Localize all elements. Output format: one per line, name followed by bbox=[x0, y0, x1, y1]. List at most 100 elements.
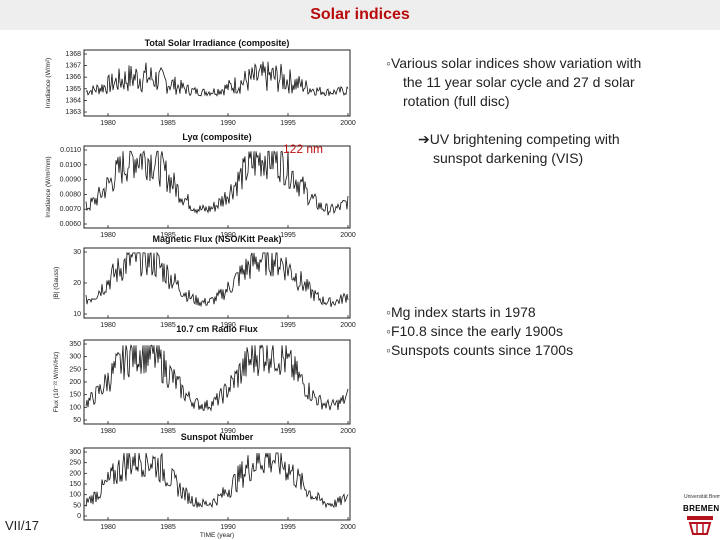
x-tick-label: 1985 bbox=[160, 232, 176, 239]
y-tick-label: 30 bbox=[73, 249, 81, 256]
logo-top-text: Universität Bremen bbox=[684, 494, 720, 500]
x-tick-label: 1980 bbox=[100, 428, 116, 435]
y-tick-label: 150 bbox=[69, 481, 81, 488]
slide-title: Solar indices bbox=[310, 6, 410, 23]
y-tick-label: 250 bbox=[69, 460, 81, 467]
x-tick-label: 1995 bbox=[280, 428, 296, 435]
panel-frame bbox=[83, 145, 351, 229]
index-series-line bbox=[85, 61, 349, 97]
solar-indices-figure: Total Solar Irradiance (composite) 1368 13… bbox=[44, 34, 360, 540]
panel-2: Lyα (composite) 0.0110 0.0100 0.0090 0.0080 0… bbox=[45, 132, 356, 239]
panel-title: Magnetic Flux (NSO/Kitt Peak) bbox=[152, 234, 281, 244]
x-tick-label: 1990 bbox=[220, 524, 236, 531]
time-axis-label: TIME (year) bbox=[200, 532, 234, 539]
bullet-icon: ◦ bbox=[386, 304, 391, 320]
bullet-f107: ◦F10.8 since the early 1900s bbox=[386, 323, 563, 339]
y-tick-label: 1364 bbox=[65, 97, 81, 104]
bullet-icon: ◦ bbox=[386, 342, 391, 358]
y-tick-label: 0.0100 bbox=[60, 162, 82, 169]
x-tick-label: 2000 bbox=[340, 322, 356, 329]
y-tick-label: 100 bbox=[69, 404, 81, 411]
x-tick-label: 1990 bbox=[220, 322, 236, 329]
x-tick-label: 1980 bbox=[100, 232, 116, 239]
y-axis-label: Irradiance (W/m²/nm) bbox=[45, 156, 52, 217]
y-tick-label: 100 bbox=[69, 492, 81, 499]
panel-1: Total Solar Irradiance (composite) 1368 13… bbox=[45, 38, 356, 127]
y-tick-label: 0.0110 bbox=[60, 147, 81, 154]
logo-name: BREMEN bbox=[683, 504, 720, 513]
y-tick-label: 1368 bbox=[65, 51, 81, 58]
panel-frame bbox=[83, 447, 351, 521]
x-tick-label: 1990 bbox=[220, 120, 236, 127]
annotation-122nm: 122 nm bbox=[283, 142, 324, 156]
x-tick-label: 1985 bbox=[160, 120, 176, 127]
bullet-sunspots: ◦Sunspots counts since 1700s bbox=[386, 342, 574, 358]
y-tick-label: 350 bbox=[69, 341, 81, 348]
y-axis-label: Irradiance (W/m²) bbox=[45, 58, 52, 109]
y-tick-label: 0.0060 bbox=[60, 221, 82, 228]
x-tick-label: 2000 bbox=[340, 120, 356, 127]
x-tick-label: 2000 bbox=[340, 524, 356, 531]
panel-title: Sunspot Number bbox=[181, 432, 254, 442]
y-tick-label: 10 bbox=[73, 311, 81, 318]
x-tick-label: 1985 bbox=[160, 524, 176, 531]
panel-title: Total Solar Irradiance (composite) bbox=[145, 38, 290, 48]
bullet-various-indices-line3: rotation (full disc) bbox=[403, 93, 510, 109]
university-bremen-logo: Universität Bremen BREMEN bbox=[681, 494, 720, 538]
y-tick-label: 0 bbox=[77, 513, 81, 520]
y-axis-label: |B| (Gauss) bbox=[53, 267, 60, 300]
x-tick-label: 1995 bbox=[280, 524, 296, 531]
x-tick-label: 1980 bbox=[100, 120, 116, 127]
index-series-line bbox=[85, 343, 349, 412]
bullet-various-indices: ◦Various solar indices show variation wi… bbox=[386, 55, 642, 71]
index-series-line bbox=[85, 251, 349, 308]
arrow-icon: ➔ bbox=[418, 131, 430, 147]
panel-frame bbox=[83, 49, 351, 117]
y-tick-label: 300 bbox=[69, 449, 81, 456]
panel-title: 10.7 cm Radio Flux bbox=[176, 324, 258, 334]
y-tick-label: 300 bbox=[69, 354, 81, 361]
bullet-icon: ◦ bbox=[386, 323, 391, 339]
y-tick-label: 1367 bbox=[65, 63, 81, 70]
panel-title: Lyα (composite) bbox=[182, 132, 251, 142]
y-tick-label: 250 bbox=[69, 366, 81, 373]
y-tick-label: 1363 bbox=[65, 109, 81, 116]
y-tick-label: 0.0080 bbox=[60, 191, 82, 198]
index-series-line bbox=[85, 150, 349, 216]
y-tick-label: 20 bbox=[73, 280, 81, 287]
x-tick-label: 1995 bbox=[280, 232, 296, 239]
x-tick-label: 1990 bbox=[220, 428, 236, 435]
y-tick-label: 50 bbox=[73, 502, 81, 509]
x-tick-label: 1995 bbox=[280, 322, 296, 329]
panel-5: Sunspot Number 300 250 200 150 100 50 0 1980 1985… bbox=[69, 432, 356, 531]
y-tick-label: 150 bbox=[69, 392, 81, 399]
x-tick-label: 1980 bbox=[100, 322, 116, 329]
bullet-mg-index: ◦Mg index starts in 1978 bbox=[386, 304, 536, 320]
x-tick-label: 1995 bbox=[280, 120, 296, 127]
y-tick-label: 200 bbox=[69, 470, 81, 477]
index-series-line bbox=[85, 452, 349, 509]
panel-frame bbox=[83, 247, 351, 319]
slide-number: VII/17 bbox=[5, 518, 39, 533]
y-tick-label: 0.0070 bbox=[60, 206, 82, 213]
uv-brightening-point: ➔UV brightening competing with bbox=[418, 131, 620, 147]
x-tick-label: 1985 bbox=[160, 322, 176, 329]
panel-frame bbox=[83, 339, 351, 425]
y-tick-label: 200 bbox=[69, 379, 81, 386]
x-tick-label: 2000 bbox=[340, 428, 356, 435]
panel-4: 10.7 cm Radio Flux 350 300 250 200 150 100 50 Fl… bbox=[53, 324, 356, 435]
solar-indices-stack-plot: Total Solar Irradiance (composite) 1368 13… bbox=[45, 38, 356, 539]
x-tick-label: 1990 bbox=[220, 232, 236, 239]
x-tick-label: 1985 bbox=[160, 428, 176, 435]
bremen-logo-mark-icon bbox=[687, 516, 713, 535]
x-tick-label: 1980 bbox=[100, 524, 116, 531]
y-tick-label: 0.0090 bbox=[60, 177, 82, 184]
bullet-various-indices-line2: the 11 year solar cycle and 27 d solar bbox=[403, 74, 635, 90]
x-tick-label: 2000 bbox=[340, 232, 356, 239]
title-bar bbox=[0, 0, 720, 30]
uv-brightening-line2: sunspot darkening (VIS) bbox=[433, 150, 584, 166]
y-tick-label: 1366 bbox=[65, 74, 81, 81]
y-tick-label: 50 bbox=[73, 417, 81, 424]
bullet-icon: ◦ bbox=[386, 55, 391, 71]
panel-3: Magnetic Flux (NSO/Kitt Peak) 30 20 10 |B| (… bbox=[53, 234, 356, 329]
